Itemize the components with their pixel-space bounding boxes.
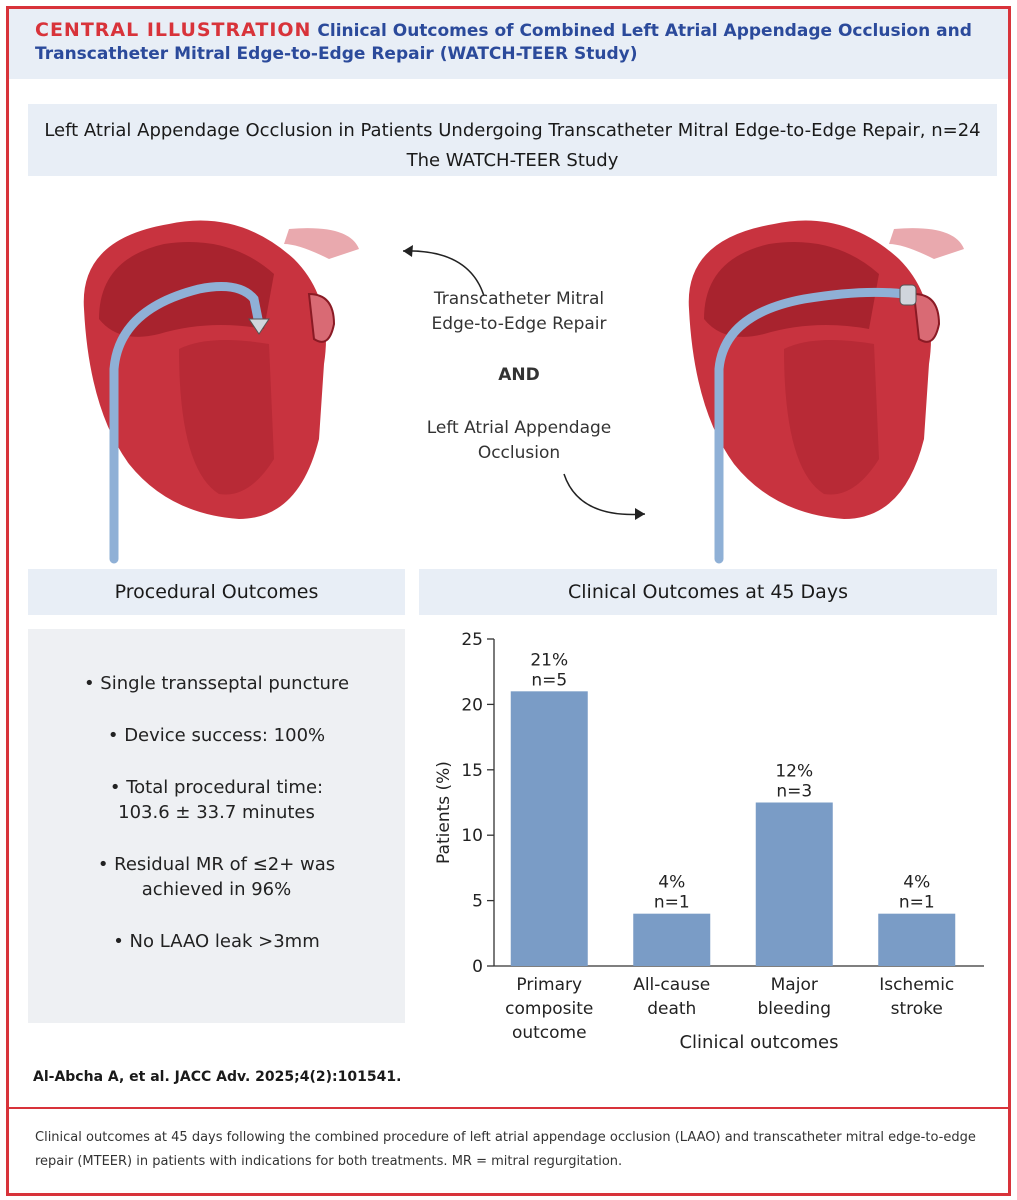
procedural-item-line: 103.6 ± 33.7 minutes [118,802,315,823]
header-band: CENTRAL ILLUSTRATION Clinical Outcomes o… [9,9,1008,79]
study-title-line1: Left Atrial Appendage Occlusion in Patie… [44,120,981,141]
x-axis-label: Clinical outcomes [679,1032,838,1053]
procedure-line2: Edge-to-Edge Repair [431,314,607,334]
procedural-item: • Residual MR of ≤2+ was achieved in 96% [28,852,405,902]
y-tick-label: 5 [472,892,483,912]
catheter-shape [109,282,264,564]
bar-value-label: 4% [903,873,930,893]
procedural-item-line: • Device success: 100% [107,725,326,746]
procedural-item: • No LAAO leak >3mm [28,929,405,954]
x-tick-label: bleeding [757,999,831,1019]
occluder-device-shape [899,284,917,306]
caption-divider [9,1107,1008,1109]
bar-value-label: 21% [530,650,568,670]
procedure-line1: Transcatheter Mitral [433,289,605,309]
heart-laao-illustration [688,220,964,564]
x-tick-label: composite [505,999,593,1019]
procedural-item-line: • Residual MR of ≤2+ was [97,854,336,875]
procedural-item-line: achieved in 96% [141,879,292,900]
bar-n-label: n=1 [899,893,935,913]
bar [878,913,956,966]
study-title-line2: The WATCH-TEER Study [406,150,619,171]
curved-arrow-right-icon [563,473,646,520]
heart-teer-illustration [83,220,359,564]
clinical-outcomes-heading: Clinical Outcomes at 45 Days [419,569,997,615]
vessel-shape [284,228,359,259]
clip-device-shape [248,318,270,335]
x-tick-label: outcome [512,1023,587,1043]
central-illustration-label: CENTRAL ILLUSTRATION [35,19,312,41]
study-title: Left Atrial Appendage Occlusion in Patie… [28,104,997,176]
x-tick-label: Primary [516,975,582,995]
ventricle-shape [784,340,879,495]
header-title: CENTRAL ILLUSTRATION Clinical Outcomes o… [35,19,986,66]
bar [755,802,833,966]
header-title-text: Clinical Outcomes of Combined Left Atria… [35,21,972,64]
x-tick-label: All-cause [633,975,710,995]
x-tick-label: Ischemic [879,975,954,995]
procedure-description: Transcatheter Mitral Edge-to-Edge Repair… [389,287,649,466]
bar-n-label: n=1 [654,893,690,913]
procedural-item-line: • Total procedural time: [109,777,324,798]
y-tick-label: 20 [461,695,483,715]
procedural-item: • Single transseptal puncture [28,671,405,696]
appendage-shape [912,292,941,343]
procedure-line4: Occlusion [477,443,561,463]
ventricle-shape [179,340,274,495]
y-axis-label: Patients (%) [434,761,454,864]
y-tick-label: 10 [461,826,483,846]
y-tick-label: 15 [461,761,483,781]
bar-n-label: n=5 [531,670,567,690]
x-tick-label: stroke [891,999,943,1019]
bar-n-label: n=3 [776,782,812,802]
atrium-shape [704,242,879,337]
curved-arrow-left-icon [402,245,485,297]
vessel-shape [889,228,964,259]
procedural-outcomes-heading: Procedural Outcomes [28,569,405,615]
procedural-outcomes-list: • Single transseptal puncture • Device s… [28,629,405,1023]
procedure-and: AND [498,365,540,385]
catheter-shape [714,287,909,564]
appendage-shape [307,292,336,343]
procedural-item: • Total procedural time: 103.6 ± 33.7 mi… [28,775,405,825]
procedural-item: • Device success: 100% [28,723,405,748]
y-tick-label: 0 [472,957,483,977]
bar [510,691,588,966]
x-tick-label: Major [771,975,818,995]
procedural-item-line: • Single transseptal puncture [83,673,350,694]
bar-value-label: 12% [775,762,813,782]
clinical-outcomes-chart: 0 5 10 15 20 25 Patients (%) 21%n=5 Primary compo… [434,630,984,1053]
citation: Al-Abcha A, et al. JACC Adv. 2025;4(2):1… [33,1069,402,1085]
bar [633,913,711,966]
bar-value-label: 4% [658,873,685,893]
y-tick-label: 25 [461,630,483,650]
procedure-line3: Left Atrial Appendage [426,418,612,438]
figure-frame: CENTRAL ILLUSTRATION Clinical Outcomes o… [6,6,1011,1196]
x-tick-label: death [647,999,696,1019]
procedural-item-line: • No LAAO leak >3mm [113,931,320,952]
figure-caption: Clinical outcomes at 45 days following t… [35,1130,976,1169]
